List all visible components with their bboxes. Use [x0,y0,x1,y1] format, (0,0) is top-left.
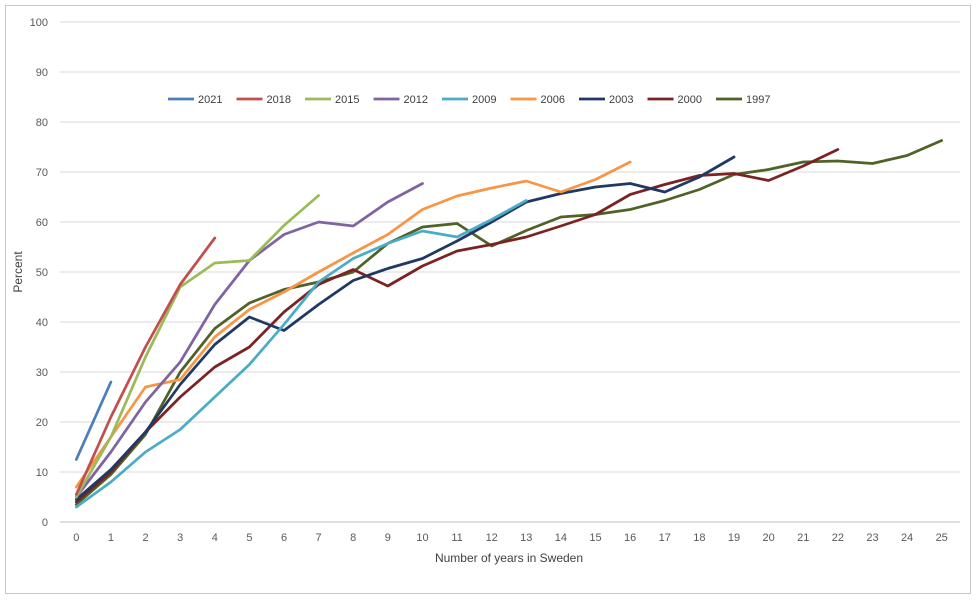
x-tick-label: 15 [589,532,601,544]
x-tick-label: 25 [936,532,948,544]
x-tick-label: 9 [385,532,391,544]
y-tick-label: 100 [30,17,48,29]
x-axis-title: Number of years in Sweden [435,551,583,565]
x-tick-label: 1 [108,532,114,544]
legend-label: 2009 [472,94,496,106]
x-tick-label: 13 [520,532,532,544]
chart-frame [5,5,971,594]
x-tick-label: 21 [797,532,809,544]
y-tick-label: 60 [36,217,48,229]
y-tick-label: 90 [36,67,48,79]
x-tick-label: 4 [212,532,218,544]
series-line-2003 [74,155,736,501]
x-tick-label: 3 [177,532,183,544]
x-tick-label: 22 [832,532,844,544]
y-tick-label: 50 [36,267,48,279]
legend-item-2021: 2021 [168,94,222,106]
legend-item-2000: 2000 [647,94,702,106]
series-line-2006 [74,160,632,489]
legend-item-2009: 2009 [442,94,496,106]
x-axis-ticks: 0 1 2 3 4 5 6 7 8 9 10 11 12 13 14 15 16 17 18 19 20 21 22 23 24… [73,532,948,544]
legend-label: 2003 [609,94,633,106]
x-tick-label: 19 [728,532,740,544]
y-axis-ticks: 0 10 20 30 40 50 60 70 80 90 100 [30,17,48,529]
series-line-2015 [74,194,320,499]
legend-label: 2015 [335,94,359,106]
legend-item-2003: 2003 [579,94,633,106]
series-line-2009 [74,199,528,509]
legend-item-2006: 2006 [510,94,565,106]
legend-label: 2021 [198,94,222,106]
x-tick-label: 20 [762,532,774,544]
y-tick-label: 30 [36,367,48,379]
x-tick-label: 24 [901,532,913,544]
x-tick-label: 8 [350,532,356,544]
x-tick-label: 2 [142,532,148,544]
y-tick-label: 80 [36,117,48,129]
legend-label: 2006 [541,94,565,106]
gridlines [60,21,960,473]
legend-label: 2018 [267,94,291,106]
legend-item-2018: 2018 [236,94,291,106]
x-tick-label: 18 [693,532,705,544]
x-tick-label: 7 [316,532,322,544]
x-tick-label: 12 [486,532,498,544]
x-tick-label: 10 [416,532,428,544]
x-tick-label: 17 [659,532,671,544]
series-line-2018 [74,236,217,496]
x-tick-label: 16 [624,532,636,544]
series-line-2000 [74,148,840,504]
series-lines [74,139,944,509]
y-axis-title: Percent [11,251,25,293]
x-tick-label: 5 [246,532,252,544]
y-tick-label: 40 [36,317,48,329]
legend-label: 1997 [746,94,770,106]
y-tick-label: 0 [42,517,48,529]
x-tick-label: 11 [451,532,462,544]
y-tick-label: 70 [36,167,48,179]
legend-item-2015: 2015 [305,94,359,106]
y-tick-label: 20 [36,417,48,429]
legend: 2021 2018 2015 2012 2009 2006 2003 2000 1997 [168,94,770,106]
x-tick-label: 14 [555,532,567,544]
legend-item-2012: 2012 [373,94,428,106]
series-line-2021 [74,380,113,461]
y-tick-label: 10 [36,467,48,479]
x-tick-label: 23 [866,532,878,544]
legend-label: 2012 [404,94,428,106]
series-line-1997 [74,139,944,506]
x-tick-label: 0 [73,532,79,544]
legend-item-1997: 1997 [716,94,770,106]
legend-label: 2000 [678,94,702,106]
x-tick-label: 6 [281,532,287,544]
